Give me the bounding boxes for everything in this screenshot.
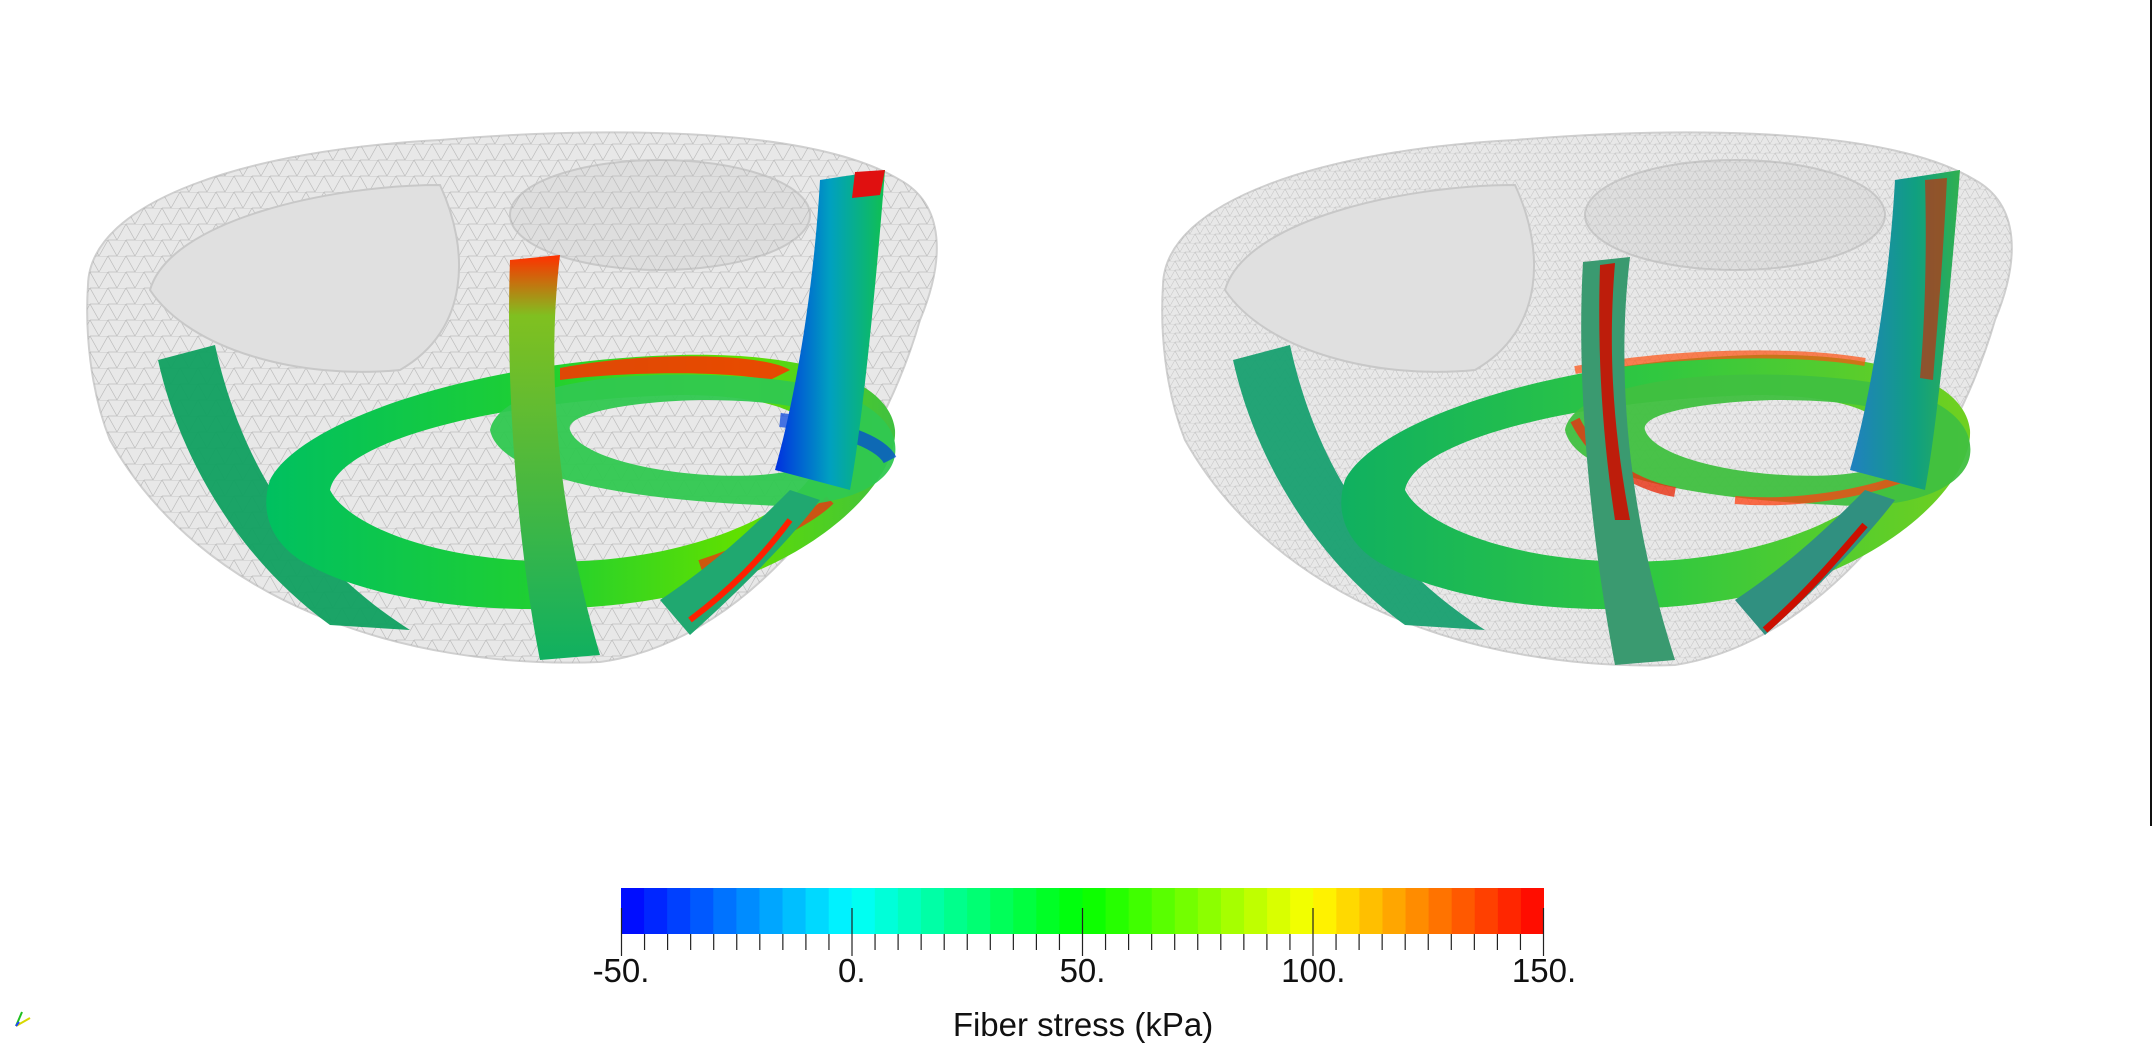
color-band <box>1382 888 1407 934</box>
color-band <box>690 888 714 934</box>
color-band <box>736 888 761 934</box>
color-band <box>828 888 853 934</box>
color-band <box>851 888 876 934</box>
color-band <box>1313 888 1337 934</box>
color-band <box>897 888 922 934</box>
color-band <box>1267 888 1291 934</box>
color-band <box>1244 888 1268 934</box>
color-band <box>1405 888 1430 934</box>
tick-label: 100. <box>1281 952 1346 989</box>
color-band <box>990 888 1014 934</box>
fiber-stress-bands <box>1233 170 1971 665</box>
color-band <box>805 888 830 934</box>
color-band <box>644 888 668 934</box>
color-band <box>1059 888 1084 934</box>
color-band <box>944 888 968 934</box>
color-band <box>1151 888 1176 934</box>
color-legend-title: Fiber stress (kPa) <box>952 1006 1214 1043</box>
viewport-divider <box>2150 0 2152 826</box>
tick-label: 0. <box>837 952 866 989</box>
color-band <box>1082 888 1107 934</box>
color-band <box>1451 888 1476 934</box>
color-band <box>713 888 737 934</box>
color-band <box>1474 888 1499 934</box>
color-band <box>1036 888 1061 934</box>
color-band <box>1290 888 1314 934</box>
color-band <box>1013 888 1037 934</box>
color-legend-ticks <box>620 908 1545 956</box>
color-band <box>874 888 899 934</box>
color-band <box>667 888 691 934</box>
color-band <box>1520 888 1544 934</box>
color-band <box>621 888 645 934</box>
tick-label: 50. <box>1059 952 1106 989</box>
color-band <box>1128 888 1153 934</box>
fiber-stress-bands <box>158 170 897 660</box>
color-band <box>1336 888 1361 934</box>
orientation-axes-icon[interactable] <box>12 1008 34 1030</box>
color-band <box>1197 888 1222 934</box>
left-heart-view[interactable] <box>0 0 1075 700</box>
color-band <box>967 888 991 934</box>
color-band <box>1359 888 1384 934</box>
tick-label: -50. <box>592 952 650 989</box>
color-band <box>1174 888 1199 934</box>
right-heart-view[interactable] <box>1075 0 2150 700</box>
color-band <box>759 888 784 934</box>
color-band <box>1497 888 1522 934</box>
color-band <box>1220 888 1245 934</box>
color-band <box>1105 888 1130 934</box>
color-legend-bar <box>621 888 1544 934</box>
tick-label: 150. <box>1511 952 1577 989</box>
color-band <box>920 888 945 934</box>
color-band <box>1428 888 1453 934</box>
color-band <box>782 888 807 934</box>
